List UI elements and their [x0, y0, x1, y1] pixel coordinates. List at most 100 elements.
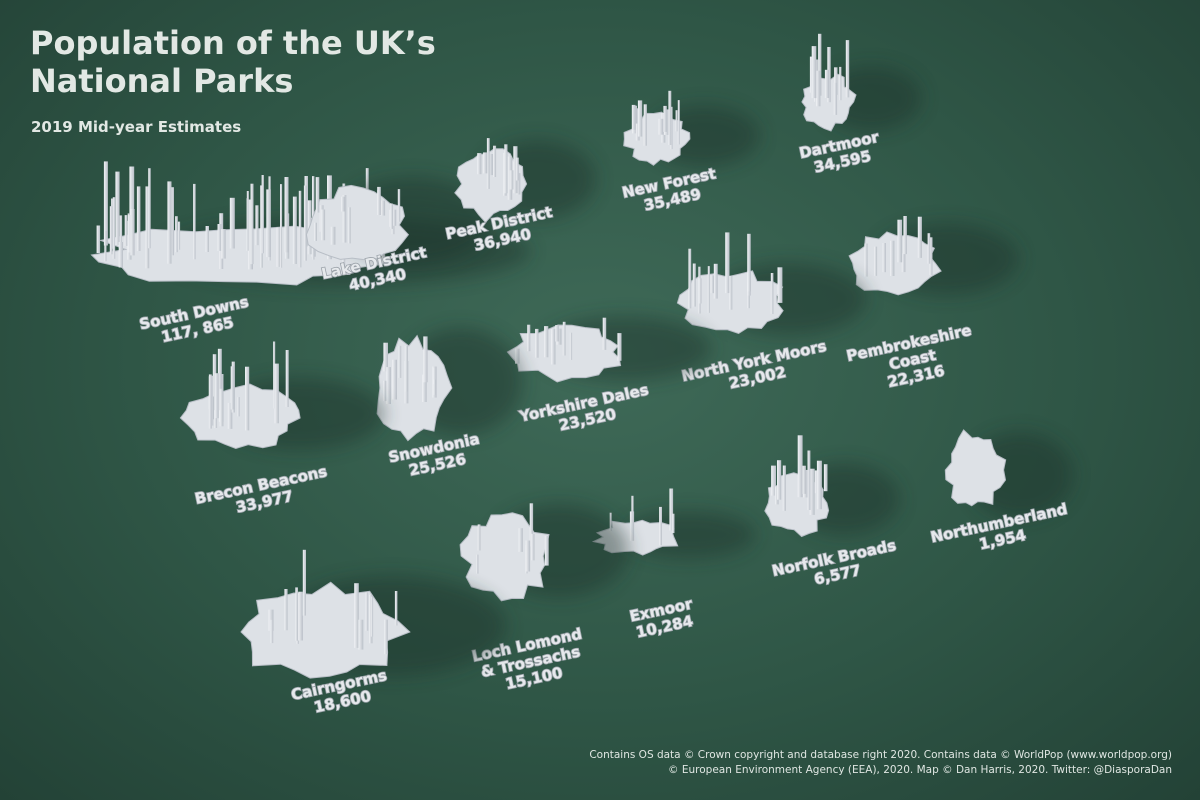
population-spike	[246, 198, 249, 251]
population-spike	[635, 123, 640, 141]
population-spike	[380, 200, 386, 216]
population-spike	[298, 591, 303, 641]
population-spike	[544, 535, 549, 566]
population-spike	[284, 177, 289, 253]
population-spike	[270, 619, 274, 644]
population-spike	[527, 324, 531, 352]
population-spike	[230, 366, 235, 410]
population-spike	[555, 325, 559, 342]
population-spike	[276, 227, 281, 267]
population-spike	[535, 328, 539, 358]
population-spike	[148, 168, 151, 249]
population-spike	[104, 230, 107, 262]
park-yorkshire-dales: Yorkshire Dales23,520	[506, 316, 711, 443]
population-spike	[516, 173, 521, 195]
population-spike	[273, 341, 276, 409]
population-spike	[562, 321, 566, 356]
population-spike	[515, 157, 519, 181]
population-spike	[365, 592, 369, 631]
credit-line-1: Contains OS data © Crown copyright and d…	[589, 749, 1172, 761]
population-spike	[422, 374, 427, 402]
population-spike	[668, 90, 672, 145]
population-spike	[663, 105, 667, 132]
population-spike	[493, 145, 497, 177]
population-spike	[205, 226, 209, 252]
map-title: Population of the UK’s National Parks	[30, 24, 436, 100]
population-spike	[341, 196, 346, 212]
population-spike	[569, 332, 573, 360]
population-spike	[377, 186, 381, 215]
data-credits: Contains OS data © Crown copyright and d…	[572, 748, 1172, 778]
population-spike	[816, 460, 822, 510]
population-spike	[864, 243, 868, 277]
population-spike	[544, 326, 549, 358]
population-spike	[119, 215, 123, 252]
population-spike	[383, 380, 387, 402]
population-spike	[392, 359, 397, 400]
population-spike	[404, 345, 408, 392]
population-spike	[315, 177, 320, 213]
population-spike	[292, 196, 297, 264]
population-spike	[518, 528, 523, 552]
population-spike	[476, 554, 479, 574]
population-spike	[725, 232, 730, 294]
population-spike	[193, 183, 196, 260]
population-spike	[729, 275, 733, 310]
population-spike	[237, 397, 240, 417]
population-spike	[823, 464, 828, 492]
population-spike	[670, 106, 673, 150]
population-spike	[777, 460, 782, 500]
population-spike	[175, 216, 178, 253]
population-spike	[255, 205, 259, 246]
population-spike	[284, 589, 288, 631]
population-spike	[874, 246, 878, 276]
population-spike	[771, 465, 776, 496]
park-label: Dartmoor34,595	[798, 128, 885, 179]
population-spike	[839, 66, 842, 101]
population-spike	[303, 185, 307, 261]
population-spike	[433, 379, 436, 395]
population-spike	[124, 215, 128, 246]
population-spike	[386, 367, 391, 404]
population-spike	[177, 221, 181, 250]
population-spike	[890, 240, 895, 276]
population-spike	[398, 345, 402, 378]
population-spike	[629, 511, 635, 541]
population-spike	[274, 363, 279, 424]
population-spike	[747, 271, 751, 292]
population-spike	[551, 328, 556, 365]
population-spike	[882, 243, 886, 273]
population-spike	[811, 46, 817, 99]
park-area	[459, 512, 550, 602]
population-spike	[109, 206, 113, 255]
park-label: Yorkshire Dales23,520	[517, 381, 654, 443]
population-spike	[602, 317, 607, 350]
population-spike	[266, 189, 271, 258]
population-spike	[383, 342, 388, 372]
population-spike	[809, 468, 815, 515]
park-area	[944, 429, 1007, 507]
population-spike	[260, 185, 263, 268]
credit-line-2: © European Environment Agency (EEA), 202…	[668, 764, 1172, 776]
population-spike	[394, 591, 398, 626]
population-spike	[770, 273, 774, 314]
population-spike	[397, 189, 401, 222]
population-spike	[747, 233, 751, 296]
population-spike	[677, 100, 680, 145]
population-spike	[782, 465, 786, 511]
population-spike	[245, 366, 250, 431]
population-spike	[170, 187, 174, 256]
population-spike	[707, 266, 710, 313]
population-spike	[834, 67, 838, 95]
population-spike	[477, 524, 481, 551]
park-northumberland: Northumberland1,954	[928, 429, 1073, 554]
population-spike	[672, 513, 675, 534]
population-spike	[504, 144, 508, 194]
park-north-york-moors: North York Moors23,002	[676, 232, 867, 393]
population-spike	[145, 186, 150, 269]
population-spike	[631, 104, 636, 130]
population-spike	[130, 209, 135, 256]
population-spike	[488, 154, 493, 176]
population-spike	[302, 549, 306, 616]
population-spike	[103, 161, 108, 246]
